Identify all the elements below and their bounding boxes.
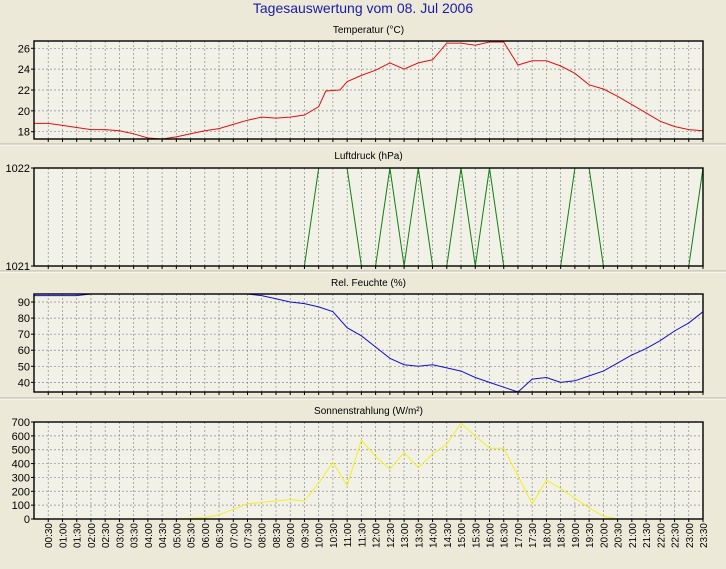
x-tick-label: 18:00 [542, 523, 553, 548]
y-tick-label: 1022 [6, 163, 30, 175]
y-tick-label: 500 [12, 445, 30, 457]
x-tick-label: 23:30 [699, 523, 710, 548]
x-tick-label: 09:00 [286, 523, 297, 548]
x-tick-label: 01:00 [59, 523, 70, 548]
x-tick-label: 00:30 [44, 523, 55, 548]
x-tick-label: 08:30 [272, 523, 283, 548]
y-tick-label: 600 [12, 431, 30, 443]
x-tick-label: 01:30 [73, 523, 84, 548]
plot-frame [33, 40, 704, 140]
x-tick-label: 15:30 [471, 523, 482, 548]
x-tick-label: 02:30 [101, 523, 112, 548]
plot-frame [33, 421, 704, 520]
x-tick-label: 21:30 [642, 523, 653, 548]
x-tick-label: 23:00 [685, 523, 696, 548]
x-tick-label: 09:30 [300, 523, 311, 548]
x-tick-label: 08:00 [258, 523, 269, 548]
y-tick-label: 1021 [6, 261, 30, 273]
x-tick-label: 10:30 [329, 523, 340, 548]
x-tick-label: 17:00 [514, 523, 525, 548]
y-tick-label: 22 [18, 85, 30, 97]
x-tick-label: 03:30 [130, 523, 141, 548]
y-tick-label: 18 [18, 127, 30, 139]
plot-area [34, 294, 703, 392]
x-tick-label: 04:30 [158, 523, 169, 548]
x-tick-label: 20:00 [599, 523, 610, 548]
chart-panel-2: 1021 1022 Luftdruck (hPa) [6, 151, 704, 273]
y-tick-label: 300 [12, 472, 30, 484]
x-tick-label: 16:30 [500, 523, 511, 548]
plot-frame [33, 167, 704, 267]
x-tick-label: 10:00 [315, 523, 326, 548]
x-tick-label: 15:00 [457, 523, 468, 548]
x-tick-label: 19:30 [585, 523, 596, 548]
x-tick-label: 21:00 [628, 523, 639, 548]
x-tick-label: 19:00 [571, 523, 582, 548]
x-tick-label: 06:00 [201, 523, 212, 548]
y-tick-label: 40 [18, 377, 30, 389]
y-tick-label: 50 [18, 361, 30, 373]
panel-title: Rel. Feuchte (%) [331, 278, 406, 289]
x-tick-label: 22:30 [671, 523, 682, 548]
page-title: Tagesauswertung vom 08. Jul 2006 [253, 0, 473, 16]
x-tick-label: 17:30 [528, 523, 539, 548]
panel-title: Sonnenstrahlung (W/m²) [314, 406, 423, 417]
y-tick-label: 100 [12, 500, 30, 512]
x-tick-label: 13:30 [414, 523, 425, 548]
series-line [176, 422, 618, 520]
x-tick-label: 13:00 [400, 523, 411, 548]
chart-panel-3: 40 50 60 70 80 90 Rel. Feuchte (%) [18, 278, 704, 395]
y-tick-label: 0 [24, 514, 30, 526]
y-tick-label: 700 [12, 417, 30, 429]
x-tick-label: 11:30 [357, 523, 368, 548]
x-tick-label: 05:00 [172, 523, 183, 548]
x-axis-labels: 00:30 01:00 01:30 02:00 02:30 03:00 03:30 04:00… [44, 523, 710, 548]
plot-area [34, 168, 703, 266]
y-tick-label: 400 [12, 459, 30, 471]
y-tick-label: 26 [18, 43, 30, 55]
x-tick-label: 06:30 [215, 523, 226, 548]
y-tick-label: 90 [18, 297, 30, 309]
x-tick-label: 18:30 [557, 523, 568, 548]
chart-panel-1: 18 20 22 24 26 Temperatur (°C) [18, 25, 704, 142]
x-tick-label: 12:00 [372, 523, 383, 548]
x-tick-label: 11:00 [343, 523, 354, 548]
y-tick-label: 80 [18, 313, 30, 325]
y-tick-label: 60 [18, 345, 30, 357]
x-tick-label: 03:00 [115, 523, 126, 548]
y-tick-label: 70 [18, 329, 30, 341]
series-line [34, 41, 703, 140]
x-tick-label: 22:00 [656, 523, 667, 548]
y-tick-label: 20 [18, 106, 30, 118]
panel-title: Luftdruck (hPa) [334, 151, 402, 162]
x-tick-label: 14:00 [429, 523, 440, 548]
x-tick-label: 14:30 [443, 523, 454, 548]
x-tick-label: 12:30 [386, 523, 397, 548]
x-tick-label: 05:30 [187, 523, 198, 548]
y-tick-label: 200 [12, 486, 30, 498]
x-tick-label: 07:00 [229, 523, 240, 548]
plot-area [34, 422, 703, 519]
y-tick-label: 24 [18, 64, 30, 76]
x-tick-label: 20:30 [614, 523, 625, 548]
x-tick-label: 16:00 [486, 523, 497, 548]
x-tick-label: 07:30 [244, 523, 255, 548]
x-tick-label: 02:00 [87, 523, 98, 548]
panel-title: Temperatur (°C) [333, 25, 404, 36]
x-tick-label: 04:00 [144, 523, 155, 548]
series-line [34, 293, 703, 393]
plot-frame [33, 293, 704, 393]
